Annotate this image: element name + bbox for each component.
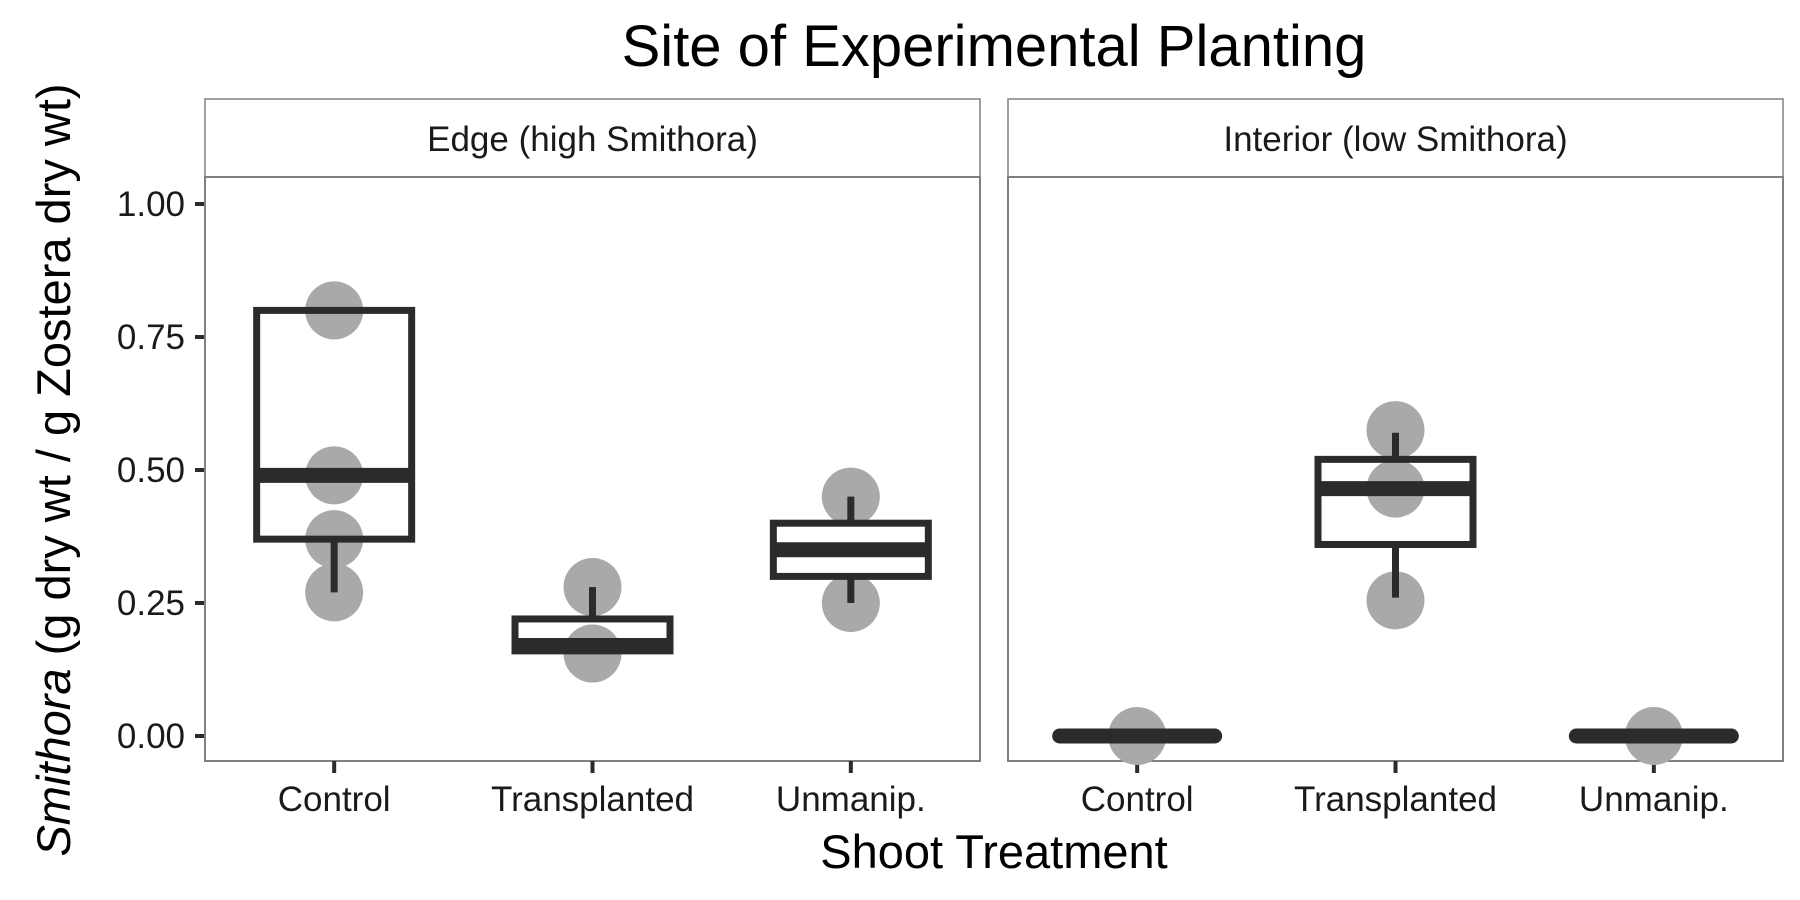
box-group-transplanted: Transplanted [491, 558, 694, 819]
x-axis-title: Shoot Treatment [820, 825, 1167, 878]
facet-strip [204, 98, 981, 178]
box-iqr [1314, 455, 1477, 548]
chart-title: Site of Experimental Planting [622, 14, 1367, 79]
y-tick-label: 0.50 [117, 451, 185, 490]
data-point [821, 467, 880, 526]
box-group-control: Control [1052, 707, 1223, 819]
x-tick-label: Transplanted [491, 780, 694, 819]
facet-strip-label: Edge (high Smithora) [427, 120, 758, 159]
box-group-unmanip-: Unmanip. [769, 467, 932, 819]
y-tick-label: 1.00 [117, 185, 185, 224]
box-group-unmanip-: Unmanip. [1568, 707, 1739, 819]
facet-strip [1007, 98, 1784, 178]
x-tick-label: Control [278, 780, 391, 819]
y-tick-label: 0.75 [117, 318, 185, 357]
facet-strip-label: Interior (low Smithora) [1223, 120, 1567, 159]
box-group-transplanted: Transplanted [1294, 401, 1497, 819]
x-tick-label: Control [1081, 780, 1194, 819]
box-iqr [253, 306, 416, 543]
x-tick-label: Unmanip. [1579, 780, 1729, 819]
facet-panel-2: Interior (low Smithora) Control Transplant… [1007, 98, 1784, 819]
x-tick-label: Unmanip. [776, 780, 926, 819]
y-axis-title: Smithora (g dry wt / g Zostera dry wt) [27, 83, 80, 856]
y-axis-title-italic: Smithora [27, 668, 80, 856]
facet-panel-1: Edge (high Smithora) Control Transplanted U… [204, 98, 981, 819]
x-tick-label: Transplanted [1294, 780, 1497, 819]
y-axis-title-rest: (g dry wt / g Zostera dry wt) [27, 83, 80, 668]
data-point [1366, 401, 1425, 460]
box-group-control: Control [253, 281, 416, 819]
y-tick-label: 0.00 [117, 717, 185, 756]
y-tick-label: 0.25 [117, 584, 185, 623]
data-point [1366, 571, 1425, 630]
plot-layer: 0.00 0.25 0.50 0.75 1.00 Edge (high Smithora)… [117, 98, 1784, 819]
